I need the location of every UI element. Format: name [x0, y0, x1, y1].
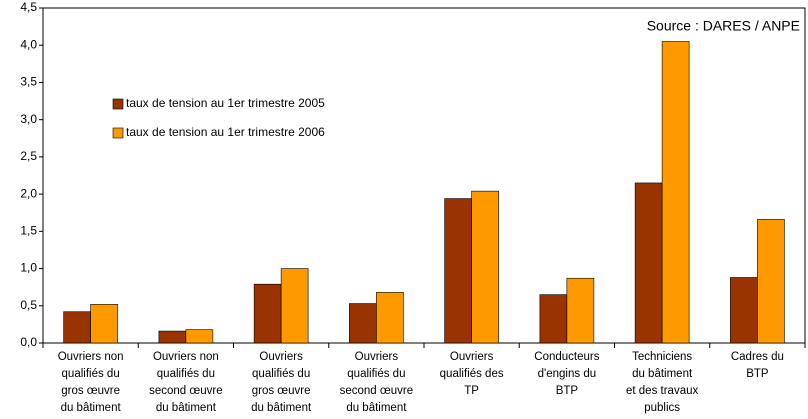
y-tick-label: 2,5	[20, 149, 37, 163]
legend-label: taux de tension au 1er trimestre 2006	[126, 125, 325, 139]
x-tick-label: Techniciens	[632, 351, 692, 363]
bar	[566, 277, 595, 344]
x-tick-label: second œuvre	[149, 385, 223, 397]
x-tick-label: publics	[644, 402, 680, 414]
x-tick-label: BTP	[746, 368, 769, 380]
x-tick-label: Ouvriers non	[153, 351, 219, 363]
y-tick-label: 0,0	[20, 335, 37, 349]
legend-label: taux de tension au 1er trimestre 2005	[126, 96, 325, 110]
x-tick-label: Ouvriers	[450, 351, 494, 363]
bar	[185, 329, 214, 344]
y-tick-label: 1,5	[20, 224, 37, 238]
x-tick-label: qualifiés du	[157, 368, 215, 380]
bar	[757, 219, 785, 344]
plot-frame	[42, 7, 806, 344]
x-tick-label: qualifiés des	[440, 368, 504, 380]
legend-swatch	[112, 127, 124, 139]
bar	[661, 41, 690, 344]
x-tick-label: Conducteurs	[534, 351, 599, 363]
source-annotation: Source : DARES / ANPE	[647, 18, 800, 34]
y-tick-label: 1,0	[20, 261, 37, 275]
bar	[280, 268, 309, 344]
bar	[634, 182, 663, 344]
x-tick-label: qualifiés du	[347, 368, 405, 380]
y-tick-label: 3,5	[20, 75, 37, 89]
x-tick-label: Cadres du	[731, 351, 784, 363]
bar	[158, 330, 187, 344]
bar	[349, 303, 377, 344]
y-tick-label: 4,0	[20, 37, 37, 51]
x-tick-label: du bâtiment	[156, 402, 217, 414]
y-tick-label: 3,0	[20, 112, 37, 126]
bar	[471, 190, 499, 344]
y-tick-label: 0,5	[20, 298, 37, 312]
x-tick-label: du bâtiment	[251, 402, 312, 414]
y-tick-label: 4,5	[20, 0, 37, 14]
x-tick-label: TP	[464, 385, 479, 397]
x-tick-label: qualifiés du	[252, 368, 310, 380]
x-tick-label: BTP	[556, 385, 579, 397]
x-tick-label: du bâtiment	[632, 368, 693, 380]
bar	[539, 294, 568, 344]
x-tick-label: second œuvre	[340, 385, 414, 397]
bar	[90, 303, 118, 344]
x-tick-label: qualifiés du	[62, 368, 120, 380]
x-tick-label: Ouvriers	[355, 351, 399, 363]
x-tick-label: du bâtiment	[61, 402, 122, 414]
x-tick-label: Ouvriers non	[58, 351, 124, 363]
bar	[376, 292, 404, 344]
legend-swatch	[112, 98, 124, 110]
bar	[444, 198, 472, 344]
x-tick-label: et des travaux	[626, 385, 698, 397]
x-tick-label: d'engins du	[538, 368, 596, 380]
x-tick-label: Ouvriers	[259, 351, 303, 363]
x-tick-label: du bâtiment	[346, 402, 407, 414]
x-tick-label: gros œuvre	[252, 385, 311, 397]
bar	[63, 311, 91, 344]
bar	[253, 283, 282, 344]
x-tick-label: gros œuvre	[61, 385, 120, 397]
bar	[730, 277, 758, 344]
y-tick-label: 2,0	[20, 186, 37, 200]
